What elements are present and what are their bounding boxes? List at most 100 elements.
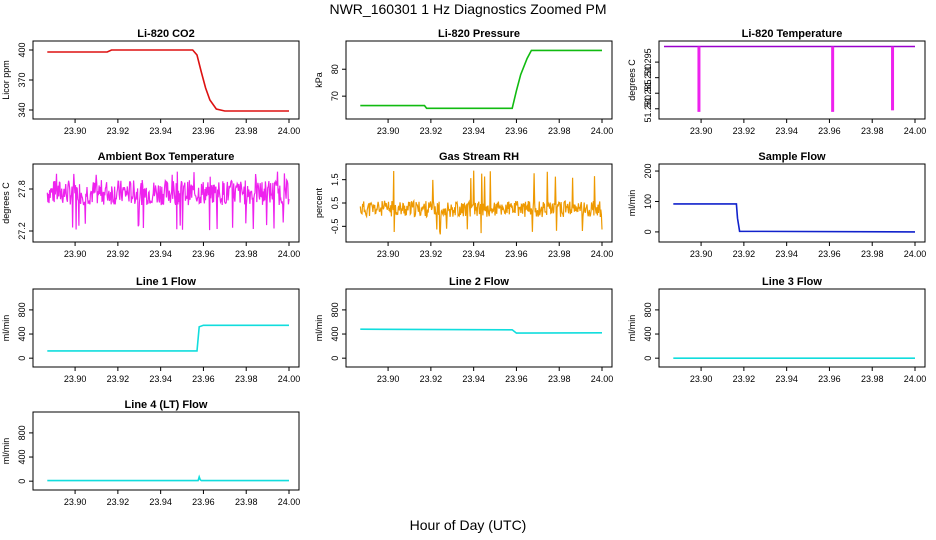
x-tick-label: 24.00 — [591, 249, 614, 259]
x-tick-label: 23.92 — [107, 374, 130, 384]
x-tick-label: 23.94 — [775, 249, 798, 259]
x-tick-label: 23.96 — [192, 126, 215, 136]
x-tick-label: 23.94 — [462, 374, 485, 384]
x-tick-label: 23.94 — [149, 249, 172, 259]
y-tick-label: -0.5 — [330, 219, 340, 235]
y-axis-label: percent — [314, 187, 324, 218]
y-tick-label: 400 — [17, 450, 27, 465]
x-tick-label: 24.00 — [904, 126, 927, 136]
panel-title: Line 2 Flow — [449, 276, 509, 288]
x-axis-title: Hour of Day (UTC) — [409, 517, 527, 533]
panel-title: Sample Flow — [758, 151, 826, 163]
x-tick-label: 23.98 — [548, 126, 571, 136]
y-tick-label: 340 — [17, 102, 27, 117]
figure-title: NWR_160301 1 Hz Diagnostics Zoomed PM — [329, 1, 607, 17]
x-tick-label: 24.00 — [278, 374, 301, 384]
panel-6: Sample Flow ml/min 23.90 23.92 23.94 23.96 23.… — [627, 151, 926, 259]
x-tick-label: 23.98 — [861, 249, 884, 259]
x-tick-label: 23.90 — [377, 249, 400, 259]
y-axis-label: ml/min — [1, 315, 11, 342]
x-tick-label: 23.96 — [818, 249, 841, 259]
x-tick-label: 23.92 — [107, 497, 130, 507]
x-tick-label: 23.90 — [377, 126, 400, 136]
x-tick-label: 23.90 — [690, 249, 713, 259]
panel-7: Line 1 Flow ml/min 23.90 23.92 23.94 23.96 23.… — [1, 276, 300, 384]
y-tick-label: 400 — [643, 327, 653, 342]
plot-frame — [345, 40, 613, 120]
data-line — [360, 49, 602, 110]
y-tick-label: 0.5 — [330, 197, 340, 210]
plot-frame — [32, 163, 300, 243]
x-tick-label: 23.90 — [690, 126, 713, 136]
x-tick-label: 23.96 — [192, 374, 215, 384]
y-tick-label: 100 — [643, 194, 653, 209]
panel-2: Li-820 Pressure kPa 23.90 23.92 23.94 23.96 23… — [314, 28, 613, 136]
x-tick-label: 23.94 — [775, 374, 798, 384]
x-tick-label: 24.00 — [904, 249, 927, 259]
x-tick-label: 23.94 — [775, 126, 798, 136]
y-tick-label: 400 — [330, 327, 340, 342]
x-tick-label: 23.94 — [149, 374, 172, 384]
x-tick-label: 23.94 — [149, 497, 172, 507]
x-tick-label: 23.96 — [192, 249, 215, 259]
y-tick-label: 51.295 — [643, 48, 653, 76]
x-tick-label: 23.96 — [505, 249, 528, 259]
x-tick-label: 23.90 — [377, 374, 400, 384]
x-tick-label: 23.94 — [462, 126, 485, 136]
panel-8: Line 2 Flow ml/min 23.90 23.92 23.94 23.96 23.… — [314, 276, 613, 384]
data-line — [47, 324, 289, 352]
y-tick-label: 800 — [17, 425, 27, 440]
y-axis-label: ml/min — [627, 315, 637, 342]
plot-frame — [32, 411, 300, 491]
plot-frame — [658, 288, 926, 368]
x-tick-label: 23.90 — [64, 374, 87, 384]
y-axis-label: ml/min — [1, 438, 11, 465]
panel-9: Line 3 Flow ml/min 23.90 23.92 23.94 23.96 23.… — [627, 276, 926, 384]
x-tick-label: 24.00 — [278, 249, 301, 259]
x-tick-label: 23.90 — [64, 249, 87, 259]
data-line — [359, 170, 603, 235]
x-tick-label: 23.98 — [235, 497, 258, 507]
x-tick-label: 23.96 — [818, 374, 841, 384]
panel-5: Gas Stream RH percent 23.90 23.92 23.94 23.96… — [314, 151, 613, 259]
x-tick-label: 23.92 — [107, 249, 130, 259]
data-line — [46, 171, 290, 231]
y-tick-label: 27.8 — [17, 180, 27, 198]
x-tick-label: 23.90 — [64, 497, 87, 507]
panel-title: Line 3 Flow — [762, 276, 822, 288]
y-tick-label: 0 — [17, 479, 27, 484]
y-tick-label: 0 — [330, 356, 340, 361]
x-tick-label: 23.98 — [548, 374, 571, 384]
y-axis-label: Licor ppm — [1, 60, 11, 100]
panel-title: Ambient Box Temperature — [98, 151, 235, 163]
plot-frame — [658, 163, 926, 243]
x-tick-label: 24.00 — [278, 497, 301, 507]
x-tick-label: 24.00 — [591, 374, 614, 384]
y-tick-label: 400 — [17, 327, 27, 342]
x-tick-label: 23.94 — [149, 126, 172, 136]
x-tick-label: 23.98 — [235, 249, 258, 259]
y-axis-label: ml/min — [314, 315, 324, 342]
y-tick-label: 800 — [330, 302, 340, 317]
panel-title: Line 1 Flow — [136, 276, 196, 288]
x-tick-label: 23.96 — [505, 374, 528, 384]
y-tick-label: 51.290 — [643, 64, 653, 92]
panel-title: Gas Stream RH — [439, 151, 519, 163]
y-tick-label: 800 — [643, 302, 653, 317]
y-tick-label: 370 — [17, 72, 27, 87]
x-tick-label: 23.92 — [733, 374, 756, 384]
y-tick-label: 1.5 — [330, 173, 340, 186]
x-tick-label: 23.96 — [192, 497, 215, 507]
panel-4: Ambient Box Temperature degrees C 23.90 23.… — [1, 151, 300, 259]
x-tick-label: 23.92 — [420, 374, 443, 384]
plot-frame — [32, 288, 300, 368]
x-tick-label: 23.96 — [505, 126, 528, 136]
y-tick-label: 0 — [17, 356, 27, 361]
x-tick-label: 23.90 — [690, 374, 713, 384]
x-tick-label: 23.98 — [235, 374, 258, 384]
x-tick-label: 23.92 — [733, 249, 756, 259]
data-line — [47, 474, 289, 482]
y-tick-label: 70 — [330, 91, 340, 101]
x-tick-label: 23.98 — [861, 374, 884, 384]
